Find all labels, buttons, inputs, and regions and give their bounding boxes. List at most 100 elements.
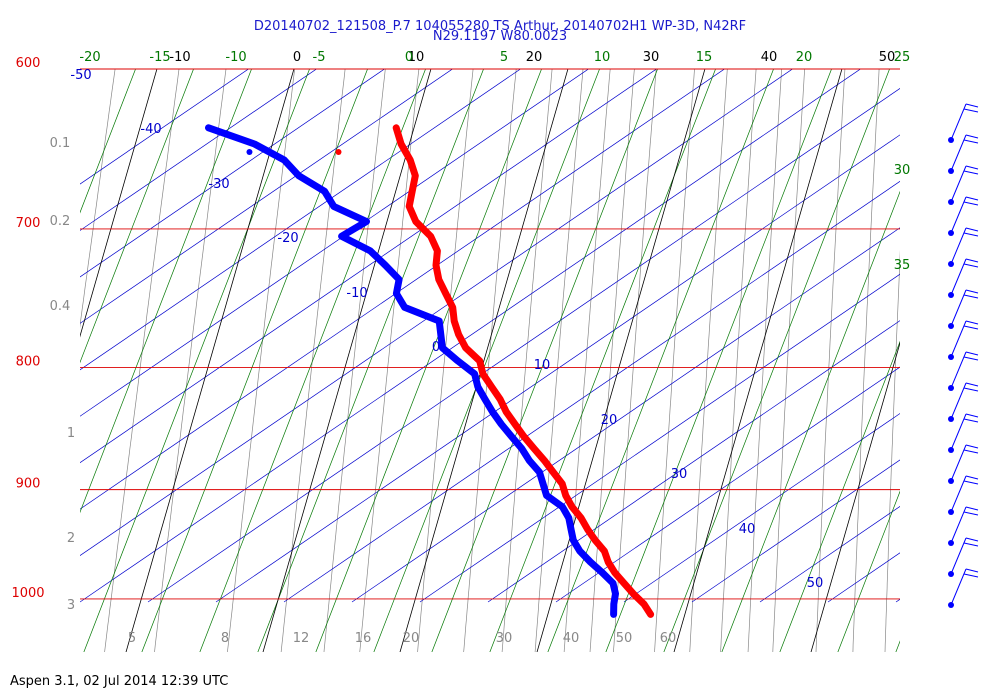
moist-adiabat-line — [663, 69, 890, 652]
isotherm-line — [262, 69, 432, 652]
footer-timestamp: Aspen 3.1, 02 Jul 2014 12:39 UTC — [10, 674, 229, 689]
isotherm-line — [810, 341, 900, 652]
mixing-ratio-line — [852, 69, 880, 652]
moist-adiabat-line — [895, 640, 900, 652]
dry-adiabat-line — [419, 273, 900, 603]
mixing-ratio-label: 16 — [355, 631, 372, 646]
mixing-ratio-line — [772, 69, 806, 652]
dry-adiabat-line — [215, 134, 900, 603]
wind-barb — [948, 568, 979, 608]
mixing-ratio-label: 1 — [67, 426, 75, 441]
moist-adiabat-line — [489, 69, 716, 652]
mixing-ratio-line — [654, 69, 695, 652]
isobar-label: 700 — [16, 216, 41, 231]
moist-adiabat-line — [80, 69, 194, 364]
dry-adiabat-label: 0 — [432, 340, 440, 355]
moist-adiabat-line — [721, 190, 900, 652]
moist-adiabat-line — [779, 340, 900, 652]
wind-barb — [948, 382, 979, 422]
isotherm-line — [536, 69, 706, 652]
moist-adiabat-label: -5 — [313, 50, 326, 65]
moist-adiabat-label: 5 — [500, 50, 508, 65]
mixing-ratio-label: 0.2 — [50, 214, 71, 229]
dry-adiabat-label: 10 — [534, 358, 551, 373]
mixing-ratio-label: 0.4 — [50, 299, 71, 314]
mixing-ratio-label: 50 — [616, 631, 633, 646]
isolated-point — [335, 149, 342, 156]
dry-adiabat-line — [895, 598, 900, 603]
isotherm-label: 10 — [408, 50, 425, 65]
mixing-ratio-label: 3 — [67, 598, 75, 613]
mixing-ratio-line — [720, 69, 757, 652]
dry-adiabat-label: -40 — [140, 122, 161, 137]
isobar-label: 1000 — [11, 586, 44, 601]
dry-adiabat-line — [80, 69, 726, 510]
dry-adiabat-line — [80, 69, 794, 556]
mixing-ratio-line — [689, 69, 728, 652]
temperature-trace — [392, 124, 655, 618]
mixing-ratio-line — [534, 69, 584, 652]
wind-barb — [948, 103, 979, 143]
mixing-ratio-label: 2 — [67, 531, 75, 546]
isotherm-line — [80, 69, 158, 338]
wind-barb — [948, 289, 979, 329]
wind-barb — [948, 320, 979, 360]
wind-barb — [948, 196, 979, 236]
dry-adiabat-label: -30 — [208, 177, 229, 192]
moist-adiabat-line — [80, 69, 252, 514]
wind-barb — [948, 444, 979, 484]
moist-adiabat-label: 15 — [696, 50, 713, 65]
isotherm-line — [125, 69, 295, 652]
moist-adiabat-label: -15 — [149, 50, 170, 65]
dry-adiabat-line — [555, 366, 900, 603]
mixing-ratio-line — [104, 69, 180, 652]
isotherm-line — [946, 60, 1000, 659]
mixing-ratio-line — [323, 69, 386, 652]
moist-adiabat-label: -20 — [79, 50, 100, 65]
moist-adiabat-label: 35 — [894, 258, 911, 273]
moist-adiabat-line — [199, 69, 426, 652]
wind-barb — [948, 506, 979, 546]
mixing-ratio-label: 30 — [496, 631, 513, 646]
moist-adiabat-line — [431, 69, 658, 652]
mixing-ratio-line — [563, 69, 611, 652]
moist-adiabat-label: 30 — [894, 163, 911, 178]
dry-adiabat-line — [80, 69, 386, 278]
mixing-ratio-label: 0.1 — [50, 136, 71, 151]
isotherm-label: 20 — [526, 50, 543, 65]
mixing-ratio-label: 5 — [128, 631, 136, 646]
dry-adiabat-line — [487, 320, 900, 603]
wind-barb — [948, 165, 979, 205]
mixing-ratio-label: 12 — [293, 631, 310, 646]
dry-adiabat-line — [691, 459, 900, 603]
mixing-ratio-line — [80, 69, 116, 329]
dry-adiabat-label: 50 — [807, 576, 824, 591]
dry-adiabat-line — [351, 227, 900, 603]
dry-adiabat-line — [80, 69, 590, 417]
moist-adiabat-label: 20 — [796, 50, 813, 65]
moist-adiabat-label: 10 — [594, 50, 611, 65]
mixing-ratio-label: 20 — [403, 631, 420, 646]
mixing-ratio-label: 40 — [563, 631, 580, 646]
moist-adiabat-line — [0, 42, 88, 662]
dry-adiabat-label: 20 — [601, 413, 618, 428]
moist-adiabat-line — [80, 69, 136, 214]
mixing-ratio-line — [884, 249, 900, 652]
moist-adiabat-line — [83, 69, 310, 652]
dry-adiabat-label: 30 — [671, 467, 688, 482]
dry-adiabat-line — [623, 413, 900, 603]
mixing-ratio-label: 60 — [660, 631, 677, 646]
moist-adiabat-label: -10 — [225, 50, 246, 65]
wind-barb — [948, 227, 979, 267]
mixing-ratio-line — [154, 69, 227, 652]
moist-adiabat-line — [315, 69, 542, 652]
dewpoint-trace — [205, 124, 619, 618]
isotherm-label: 30 — [643, 50, 660, 65]
isotherm-line — [673, 69, 843, 652]
moist-adiabat-line — [257, 69, 484, 652]
mixing-ratio-line — [417, 69, 474, 652]
dry-adiabat-label: -10 — [346, 286, 367, 301]
dry-adiabat-line — [283, 180, 900, 603]
moist-adiabat-label: 0 — [405, 50, 413, 65]
